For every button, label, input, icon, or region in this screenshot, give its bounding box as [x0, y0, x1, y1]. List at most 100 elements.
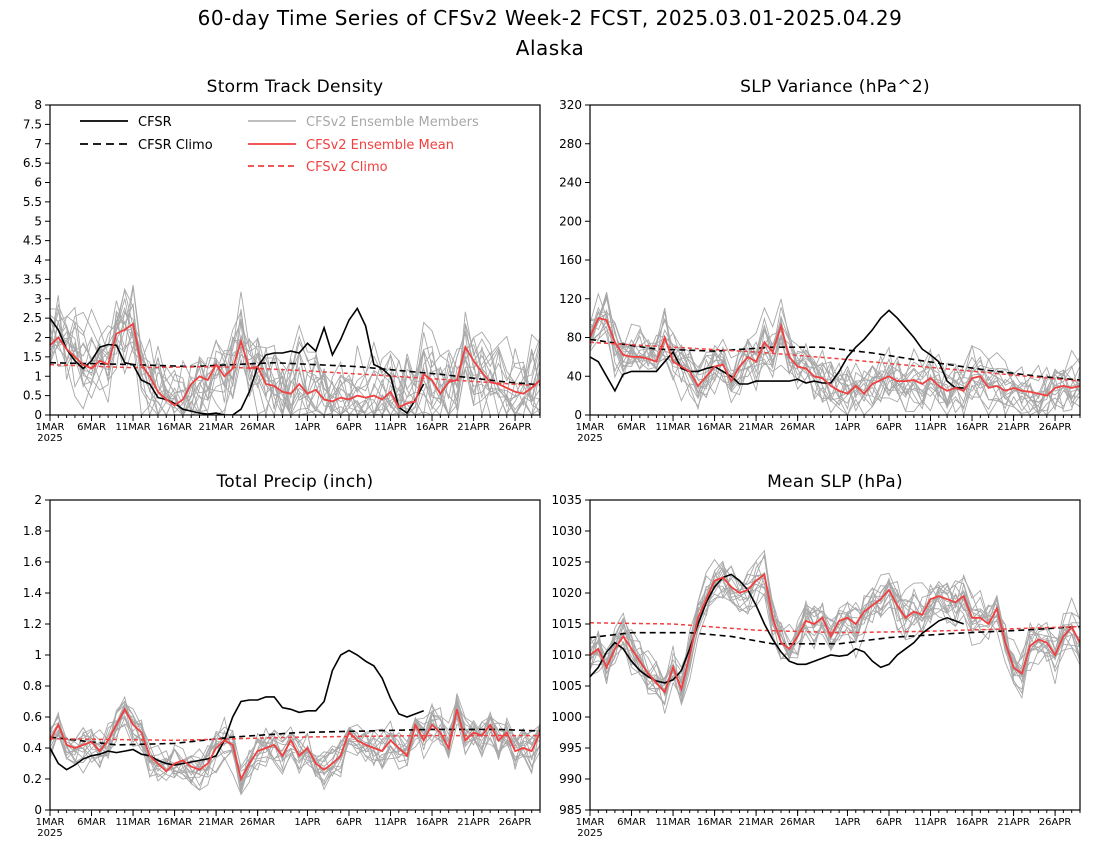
- x-tick-label: 1APR: [834, 422, 860, 433]
- y-tick-label: 1: [34, 648, 42, 662]
- ensemble-member-line: [50, 284, 540, 415]
- ensemble-member-line: [590, 569, 1080, 702]
- y-tick-label: 0.2: [23, 772, 42, 786]
- cfsr-climo-line: [590, 625, 1080, 645]
- y-tick-label: 280: [559, 137, 582, 151]
- x-tick-label: 26APR: [499, 817, 532, 828]
- x-tick-label: 11APR: [374, 817, 407, 828]
- x-tick-label: 6APR: [336, 422, 362, 433]
- y-tick-label: 1035: [551, 493, 582, 507]
- legend-label-cfsv2-climo: CFSv2 Climo: [306, 160, 388, 175]
- y-tick-label: 7.5: [23, 117, 42, 131]
- y-tick-label: 1.5: [23, 350, 42, 364]
- ensemble-member-line: [50, 318, 540, 415]
- x-tick-label: 16MAR: [697, 422, 732, 433]
- cfsr-line: [590, 309, 964, 393]
- y-tick-label: 160: [559, 253, 582, 267]
- plot-area: [50, 284, 540, 415]
- x-tick-label: 16MAR: [157, 422, 192, 433]
- x-tick-label: 6MAR: [77, 817, 106, 828]
- x-tick-label: 21MAR: [739, 422, 774, 433]
- y-tick-label: 1000: [551, 710, 582, 724]
- y-tick-label: 1030: [551, 524, 582, 538]
- y-tick-label: 0: [574, 408, 582, 422]
- ensemble-member-line: [50, 703, 540, 796]
- x-tick-label: 16APR: [956, 422, 989, 433]
- x-tick-label: 6APR: [876, 422, 902, 433]
- x-tick-label: 26APR: [1039, 422, 1072, 433]
- y-tick-label: 6.5: [23, 156, 42, 170]
- plot-area: [590, 291, 1080, 415]
- ensemble-member-line: [50, 295, 540, 415]
- y-tick-label: 3.5: [23, 272, 42, 286]
- x-tick-label: 26MAR: [780, 422, 815, 433]
- x-year-label: 2025: [577, 433, 602, 444]
- cfsv2-ensemble-mean-line: [590, 572, 1080, 694]
- y-tick-label: 0.8: [23, 679, 42, 693]
- x-tick-label: 11MAR: [655, 817, 690, 828]
- y-tick-label: 990: [559, 772, 582, 786]
- panel-title: SLP Variance (hPa^2): [740, 77, 930, 97]
- x-tick-label: 1MAR: [36, 422, 65, 433]
- y-tick-label: 1: [34, 369, 42, 383]
- ensemble-member-line: [590, 294, 1080, 415]
- x-tick-label: 6MAR: [617, 422, 646, 433]
- chart-panel-1: Storm Track Density 0 0.5 1 1.5 2 2.5 3 3.5 4 4.5 5…: [23, 77, 541, 444]
- x-tick-label: 11MAR: [655, 422, 690, 433]
- x-tick-label: 26MAR: [240, 817, 275, 828]
- y-tick-label: 1025: [551, 555, 582, 569]
- cfsr-line: [50, 306, 425, 415]
- x-tick-label: 1MAR: [576, 422, 605, 433]
- y-tick-label: 1015: [551, 617, 582, 631]
- x-tick-label: 16APR: [416, 817, 449, 828]
- x-tick-label: 16MAR: [157, 817, 192, 828]
- y-tick-label: 8: [34, 98, 42, 112]
- legend-label-cfsr: CFSR: [138, 115, 172, 130]
- chart-panel-2: SLP Variance (hPa^2) 0 40 80 120 160 200 240 280…: [559, 77, 1081, 444]
- x-year-label: 2025: [37, 433, 62, 444]
- y-tick-label: 2: [34, 493, 42, 507]
- y-tick-label: 0.5: [23, 389, 42, 403]
- y-tick-label: 5.5: [23, 195, 42, 209]
- y-tick-label: 2.5: [23, 311, 42, 325]
- legend-label-members: CFSv2 Ensemble Members: [306, 115, 479, 130]
- x-tick-label: 26MAR: [240, 422, 275, 433]
- ensemble-member-line: [50, 308, 540, 415]
- cfsv2-ensemble-mean-line: [50, 322, 540, 409]
- x-year-label: 2025: [577, 828, 602, 839]
- y-tick-label: 985: [559, 803, 582, 817]
- y-tick-label: 2: [34, 331, 42, 345]
- ensemble-member-line: [50, 699, 540, 774]
- x-tick-label: 21APR: [457, 817, 490, 828]
- cfsr-climo-line: [50, 728, 540, 746]
- y-tick-label: 0: [34, 803, 42, 817]
- y-tick-label: 995: [559, 741, 582, 755]
- chart-legend: CFSR CFSR Climo CFSv2 Ensemble Members CFSv…: [80, 115, 479, 175]
- y-tick-label: 80: [567, 331, 582, 345]
- panel-title: Mean SLP (hPa): [767, 472, 903, 492]
- x-tick-label: 6MAR: [617, 817, 646, 828]
- x-tick-label: 26APR: [499, 422, 532, 433]
- x-tick-label: 11APR: [374, 422, 407, 433]
- y-tick-label: 7: [34, 137, 42, 151]
- x-tick-label: 6APR: [336, 817, 362, 828]
- x-tick-label: 6MAR: [77, 422, 106, 433]
- x-tick-label: 21MAR: [739, 817, 774, 828]
- ensemble-member-line: [590, 310, 1080, 413]
- cfsv2-ensemble-mean-line: [50, 707, 540, 782]
- y-tick-label: 0.6: [23, 710, 42, 724]
- x-tick-label: 11APR: [914, 422, 947, 433]
- x-tick-label: 1APR: [294, 817, 320, 828]
- x-tick-label: 16APR: [956, 817, 989, 828]
- ensemble-member-line: [50, 704, 540, 779]
- y-tick-label: 1020: [551, 586, 582, 600]
- panel-title: Total Precip (inch): [216, 472, 374, 492]
- x-tick-label: 1APR: [834, 817, 860, 828]
- x-tick-label: 11APR: [914, 817, 947, 828]
- cfsr-line: [50, 649, 424, 771]
- y-tick-label: 120: [559, 292, 582, 306]
- cfsv2-climo-line: [590, 622, 1080, 634]
- legend-label-cfsr-climo: CFSR Climo: [138, 138, 213, 153]
- cfsv2-climo-line: [590, 341, 1080, 382]
